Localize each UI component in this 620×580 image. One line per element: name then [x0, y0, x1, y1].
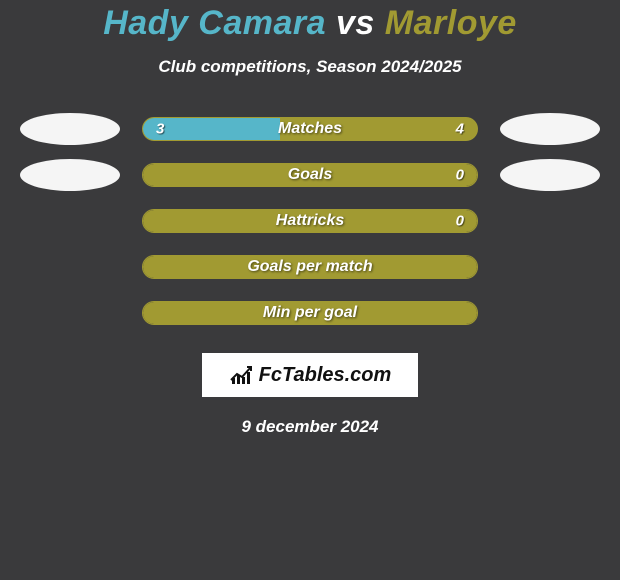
- stat-left-value: 3: [156, 121, 164, 138]
- stat-row: Min per goal: [0, 301, 620, 325]
- date: 9 december 2024: [0, 417, 620, 437]
- stat-label: Min per goal: [263, 304, 357, 322]
- stat-label: Goals per match: [247, 258, 372, 276]
- stat-bar: Goals per match: [142, 255, 478, 279]
- avatar-spacer: [500, 301, 600, 325]
- stat-right-value: 0: [456, 213, 464, 230]
- comparison-widget: Hady Camara vs Marloye Club competitions…: [0, 0, 620, 437]
- avatar-spacer: [20, 209, 120, 233]
- stat-row: 3 4 Matches: [0, 117, 620, 141]
- chart-icon: [229, 364, 255, 386]
- subtitle: Club competitions, Season 2024/2025: [0, 57, 620, 77]
- stat-label: Matches: [278, 120, 342, 138]
- stat-bar: 0 Hattricks: [142, 209, 478, 233]
- player2-avatar: [500, 159, 600, 191]
- avatar-spacer: [500, 209, 600, 233]
- logo-text: FcTables.com: [259, 364, 392, 387]
- stat-bar: Min per goal: [142, 301, 478, 325]
- stat-right-value: 4: [456, 121, 464, 138]
- title-vs: vs: [326, 4, 385, 42]
- stat-row: 0 Goals: [0, 163, 620, 187]
- player2-avatar: [500, 113, 600, 145]
- stats-list: 3 4 Matches 0 Goals 0 Hattricks Goals per match…: [0, 117, 620, 325]
- stat-label: Hattricks: [276, 212, 344, 230]
- logo-box: FcTables.com: [202, 353, 418, 397]
- title-player2: Marloye: [385, 4, 517, 42]
- stat-label: Goals: [288, 166, 332, 184]
- avatar-spacer: [500, 255, 600, 279]
- stat-right-value: 0: [456, 167, 464, 184]
- stat-bar: 3 4 Matches: [142, 117, 478, 141]
- stat-row: Goals per match: [0, 255, 620, 279]
- stat-bar: 0 Goals: [142, 163, 478, 187]
- stat-row: 0 Hattricks: [0, 209, 620, 233]
- page-title: Hady Camara vs Marloye: [0, 4, 620, 43]
- avatar-spacer: [20, 255, 120, 279]
- player1-avatar: [20, 113, 120, 145]
- avatar-spacer: [20, 301, 120, 325]
- title-player1: Hady Camara: [103, 4, 326, 42]
- player1-avatar: [20, 159, 120, 191]
